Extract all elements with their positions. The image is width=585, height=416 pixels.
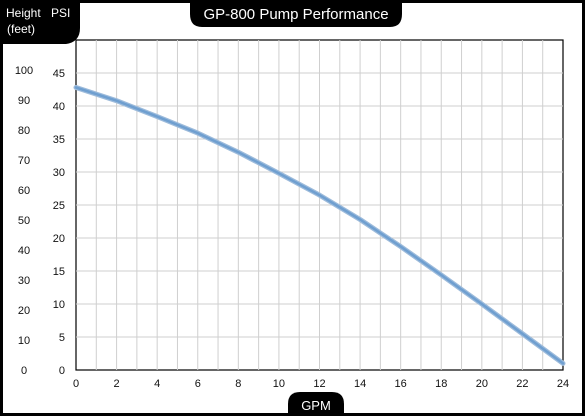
- x-tick-label: 14: [354, 378, 366, 390]
- feet-tick-label: 10: [18, 335, 30, 347]
- psi-tick-label: 35: [53, 134, 65, 146]
- psi-tick-label: 40: [53, 101, 65, 113]
- feet-tick-label: 30: [18, 275, 30, 287]
- psi-tick-label: 5: [59, 332, 65, 344]
- feet-tick-label: 0: [21, 365, 27, 377]
- x-tick-label: 20: [476, 378, 488, 390]
- feet-tick-label: 90: [18, 95, 30, 107]
- feet-tick-label: 40: [18, 245, 30, 257]
- x-tick-label: 0: [73, 378, 79, 390]
- ylabel-left-line2: (feet): [7, 22, 35, 36]
- x-tick-label: 16: [395, 378, 407, 390]
- title-bg: [190, 0, 402, 27]
- x-tick-label: 18: [435, 378, 447, 390]
- psi-tick-labels: 05101520253035404550: [53, 35, 65, 377]
- feet-tick-label: 20: [18, 305, 30, 317]
- x-tick-label: 8: [235, 378, 241, 390]
- psi-tick-label: 10: [53, 299, 65, 311]
- x-tick-label: 22: [516, 378, 528, 390]
- psi-tick-label: 20: [53, 233, 65, 245]
- x-tick-label: 6: [195, 378, 201, 390]
- horizontal-gridlines: [76, 72, 563, 338]
- axis-header-tab: Height (feet) PSI: [0, 0, 80, 44]
- x-tick-label: 24: [557, 378, 569, 390]
- axis-header-bg: [0, 0, 80, 44]
- ylabel-right: PSI: [51, 6, 70, 20]
- feet-tick-label: 80: [18, 125, 30, 137]
- xaxis-label-bg: [288, 392, 344, 416]
- xaxis-label: GPM: [301, 398, 331, 413]
- x-tick-label: 2: [114, 378, 120, 390]
- psi-tick-label: 15: [53, 266, 65, 278]
- x-tick-label: 12: [313, 378, 325, 390]
- psi-tick-label: 30: [53, 167, 65, 179]
- x-tick-label: 4: [154, 378, 160, 390]
- psi-tick-label: 45: [53, 68, 65, 80]
- series-line: [74, 86, 565, 365]
- ylabel-left-line1: Height: [6, 6, 41, 20]
- feet-tick-label: 50: [18, 215, 30, 227]
- feet-tick-label: 70: [18, 155, 30, 167]
- x-tick-labels: 0 2 4 6 8 10 12 14 16 18 20 22 24: [73, 378, 569, 390]
- feet-tick-labels: 0102030405060708090100110: [15, 35, 33, 377]
- x-tick-label: 10: [273, 378, 285, 390]
- xaxis-label-tab: GPM: [288, 392, 344, 416]
- series-layer: [73, 85, 566, 366]
- feet-tick-label: 60: [18, 185, 30, 197]
- title-tab: GP-800 Pump Performance: [190, 0, 402, 27]
- psi-tick-label: 25: [53, 200, 65, 212]
- plot-area: [73, 39, 566, 371]
- chart-title: GP-800 Pump Performance: [203, 6, 388, 23]
- feet-tick-label: 100: [15, 65, 33, 77]
- psi-tick-label: 0: [59, 365, 65, 377]
